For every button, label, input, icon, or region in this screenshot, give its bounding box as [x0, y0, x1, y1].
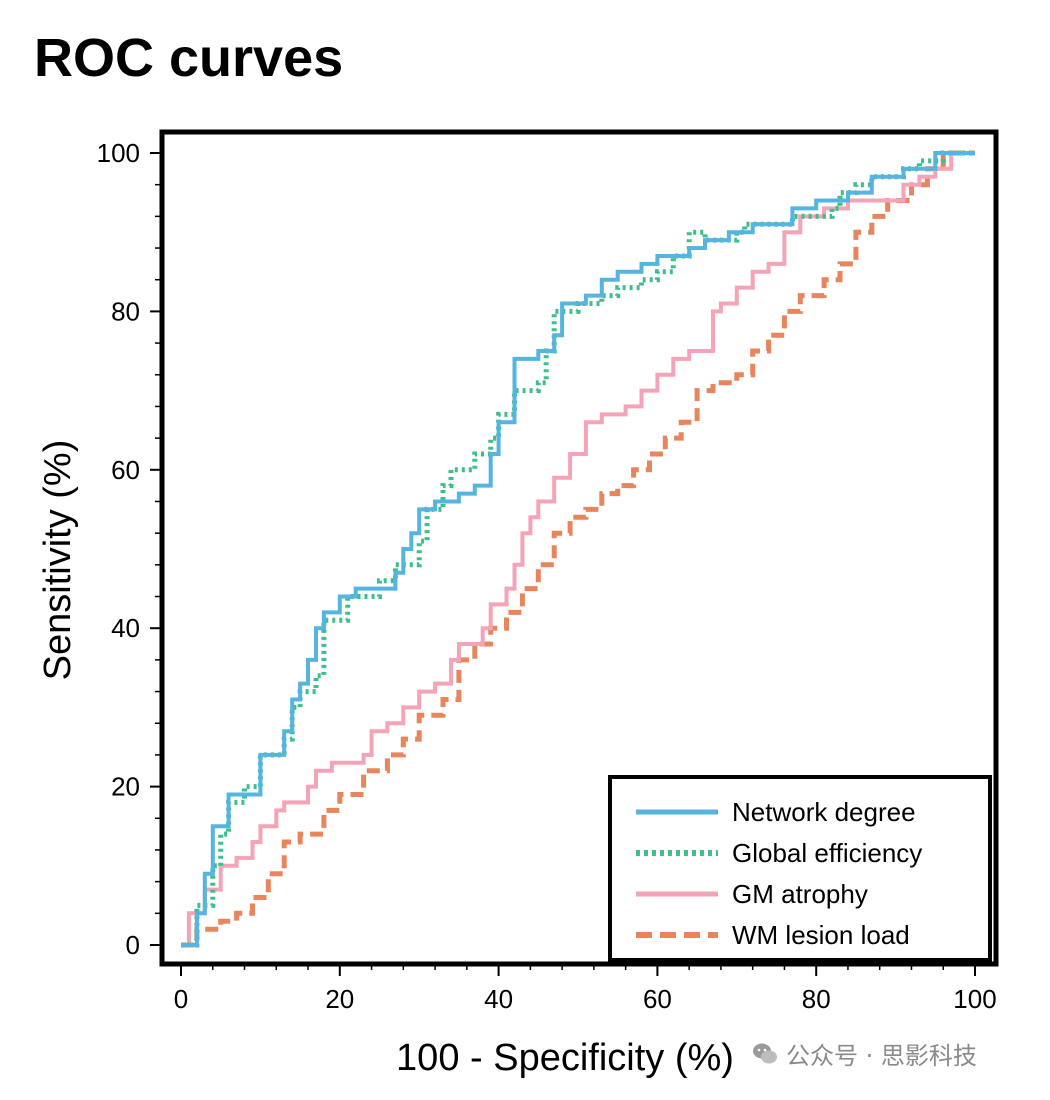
- wechat-icon: [753, 1043, 777, 1063]
- series-line-gm-atrophy: [181, 151, 975, 947]
- x-tick-label: 60: [643, 984, 672, 1014]
- x-tick-label: 40: [484, 984, 513, 1014]
- y-tick-label: 20: [111, 772, 140, 802]
- x-axis-label: 100 - Specificity (%): [396, 1037, 734, 1079]
- y-tick-label: 60: [111, 455, 140, 485]
- x-tick-label: 80: [802, 984, 831, 1014]
- x-tick-label: 100: [953, 984, 996, 1014]
- x-tick-label: 20: [325, 984, 354, 1014]
- series-line-network-degree: [181, 151, 975, 947]
- y-tick-label: 40: [111, 613, 140, 643]
- watermark: 公众号 · 思影科技: [752, 1036, 977, 1071]
- legend-label: WM lesion load: [732, 920, 910, 950]
- x-tick-label: 0: [174, 984, 188, 1014]
- legend-box: [608, 775, 992, 962]
- chart-title: ROC curves: [34, 28, 343, 88]
- legend-label: Global efficiency: [732, 838, 922, 868]
- legend-label: GM atrophy: [732, 879, 868, 909]
- watermark-text: 公众号 · 思影科技: [786, 1042, 977, 1070]
- plot-frame: [159, 129, 999, 967]
- legend-label: Network degree: [732, 797, 916, 827]
- y-axis-label: Sensitivity (%): [37, 440, 79, 681]
- y-tick-label: 0: [126, 930, 140, 960]
- y-tick-label: 100: [97, 138, 140, 168]
- y-tick-label: 80: [111, 296, 140, 326]
- series-line-wm-lesion-load: [181, 150, 975, 948]
